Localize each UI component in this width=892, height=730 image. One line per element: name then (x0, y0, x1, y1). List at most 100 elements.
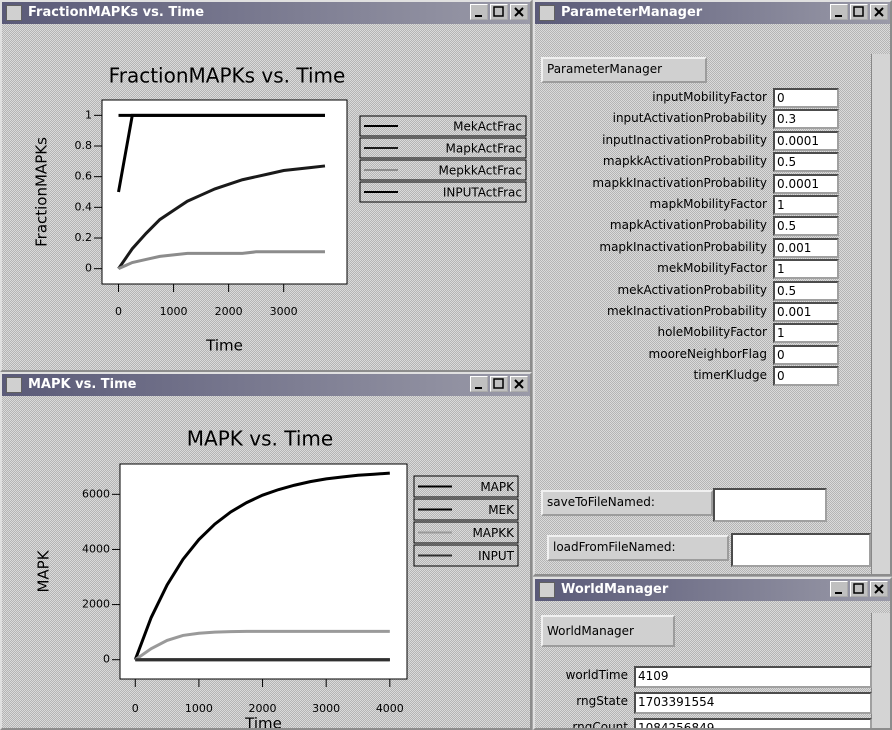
y-tick-label: 0.2 (75, 231, 93, 244)
parameter-field[interactable]: 1 (773, 195, 839, 215)
x-tick-label: 1000 (160, 305, 188, 318)
chart: MAPK vs. Time020004000600001000200030004… (2, 396, 530, 728)
field-label: rngState (576, 694, 628, 708)
minimize-button[interactable] (470, 4, 488, 20)
window-title: FractionMAPKs vs. Time (28, 5, 204, 20)
title-bar: FractionMAPKs vs. Time (2, 2, 530, 24)
x-tick-label: 3000 (312, 702, 340, 715)
title-bar: ParameterManager (535, 2, 890, 24)
scrollbar[interactable] (871, 54, 890, 574)
parameter-label: inputMobilityFactor (652, 90, 767, 104)
window-icon (539, 5, 555, 21)
legend-label: MekActFrac (453, 120, 522, 134)
maximize-button[interactable] (490, 376, 508, 392)
field-value[interactable]: 4109 (634, 666, 872, 688)
parameter-label: holeMobilityFactor (657, 325, 767, 339)
parameter-field[interactable]: 0 (773, 366, 839, 386)
parameter-label: inputActivationProbability (613, 111, 767, 125)
plot-area (102, 100, 347, 284)
action-button[interactable]: saveToFileNamed: (541, 490, 713, 516)
y-tick-label: 0.4 (75, 200, 93, 213)
chart: FractionMAPKs vs. Time 0 0.2 0.4 0.6 0.8 1 0 100… (2, 24, 530, 370)
minimize-button[interactable] (470, 376, 488, 392)
parameter-label: mekMobilityFactor (657, 261, 767, 275)
filename-field[interactable] (713, 488, 827, 522)
legend-label: MAPK (480, 480, 515, 494)
parameter-field[interactable]: 0.0001 (773, 131, 839, 151)
parameter-label: mooreNeighborFlag (649, 347, 767, 361)
x-tick-label: 2000 (215, 305, 243, 318)
legend-label: MapkActFrac (446, 142, 523, 156)
y-tick-label: 2000 (82, 598, 110, 611)
chart-title: FractionMAPKs vs. Time (109, 64, 346, 88)
y-tick-label: 1 (85, 108, 92, 121)
legend-label: INPUT (478, 549, 515, 563)
window: WorldManager WorldManager worldTime 4109 r… (533, 577, 892, 730)
window-icon (6, 5, 22, 21)
legend-label: MAPKK (472, 526, 515, 540)
close-button[interactable] (870, 4, 888, 20)
parameter-field[interactable]: 0.5 (773, 152, 839, 172)
parameter-field[interactable]: 0.001 (773, 238, 839, 258)
object-button[interactable]: WorldManager (541, 615, 675, 647)
action-button[interactable]: loadFromFileNamed: (547, 535, 729, 561)
minimize-button[interactable] (830, 4, 848, 20)
window: FractionMAPKs vs. Time FractionMAPKs vs.… (0, 0, 532, 372)
parameter-field[interactable]: 0.001 (773, 302, 839, 322)
maximize-button[interactable] (850, 4, 868, 20)
close-button[interactable] (510, 376, 528, 392)
parameter-label: mekInactivationProbability (607, 304, 767, 318)
title-bar: WorldManager (535, 579, 890, 601)
parameter-label: mapkkActivationProbability (603, 154, 767, 168)
parameter-field[interactable]: 0.5 (773, 216, 839, 236)
parameter-field[interactable]: 0 (773, 88, 839, 108)
object-button[interactable]: ParameterManager (541, 57, 707, 83)
x-tick-label: 3000 (270, 305, 298, 318)
maximize-button[interactable] (850, 581, 868, 597)
window-title: WorldManager (561, 582, 668, 597)
desktop: FractionMAPKs vs. Time FractionMAPKs vs.… (0, 0, 892, 730)
parameter-field[interactable]: 1 (773, 323, 839, 343)
x-axis-label: Time (244, 715, 282, 729)
minimize-button[interactable] (830, 581, 848, 597)
parameter-label: mapkMobilityFactor (650, 197, 767, 211)
parameter-field[interactable]: 0 (773, 345, 839, 365)
field-value[interactable]: 1084256849 (634, 718, 872, 730)
y-tick-label: 0 (103, 653, 110, 666)
parameter-field[interactable]: 1 (773, 259, 839, 279)
x-tick-label: 1000 (185, 702, 213, 715)
window-title: MAPK vs. Time (28, 377, 137, 392)
field-label: worldTime (566, 668, 628, 682)
parameter-label: mapkActivationProbability (610, 218, 767, 232)
y-tick-label: 4000 (82, 542, 110, 555)
parameter-label: timerKludge (694, 368, 767, 382)
parameter-label: mapkInactivationProbability (599, 240, 767, 254)
window: ParameterManager ParameterManager inputM… (533, 0, 892, 576)
scrollbar[interactable] (871, 613, 890, 728)
window-title: ParameterManager (561, 5, 702, 20)
legend-label: INPUTActFrac (443, 186, 522, 200)
window-icon (6, 377, 22, 393)
window-icon (539, 582, 555, 598)
field-label: rngCount (572, 720, 628, 730)
x-tick-label: 0 (115, 305, 122, 318)
maximize-button[interactable] (490, 4, 508, 20)
field-value[interactable]: 1703391554 (634, 692, 872, 714)
parameter-label: mapkkInactivationProbability (592, 176, 767, 190)
x-tick-label: 0 (132, 702, 139, 715)
title-bar: MAPK vs. Time (2, 374, 530, 396)
filename-field[interactable] (731, 533, 871, 567)
close-button[interactable] (510, 4, 528, 20)
close-button[interactable] (870, 581, 888, 597)
x-tick-label: 2000 (249, 702, 277, 715)
y-axis-label: FractionMAPKs (33, 137, 51, 247)
parameter-field[interactable]: 0.0001 (773, 174, 839, 194)
parameter-field[interactable]: 0.5 (773, 281, 839, 301)
y-tick-label: 6000 (82, 487, 110, 500)
parameter-field[interactable]: 0.3 (773, 109, 839, 129)
y-tick-label: 0 (85, 262, 92, 275)
y-tick-label: 0.6 (75, 170, 93, 183)
legend-label: MepkkActFrac (439, 164, 522, 178)
y-tick-label: 0.8 (75, 139, 93, 152)
